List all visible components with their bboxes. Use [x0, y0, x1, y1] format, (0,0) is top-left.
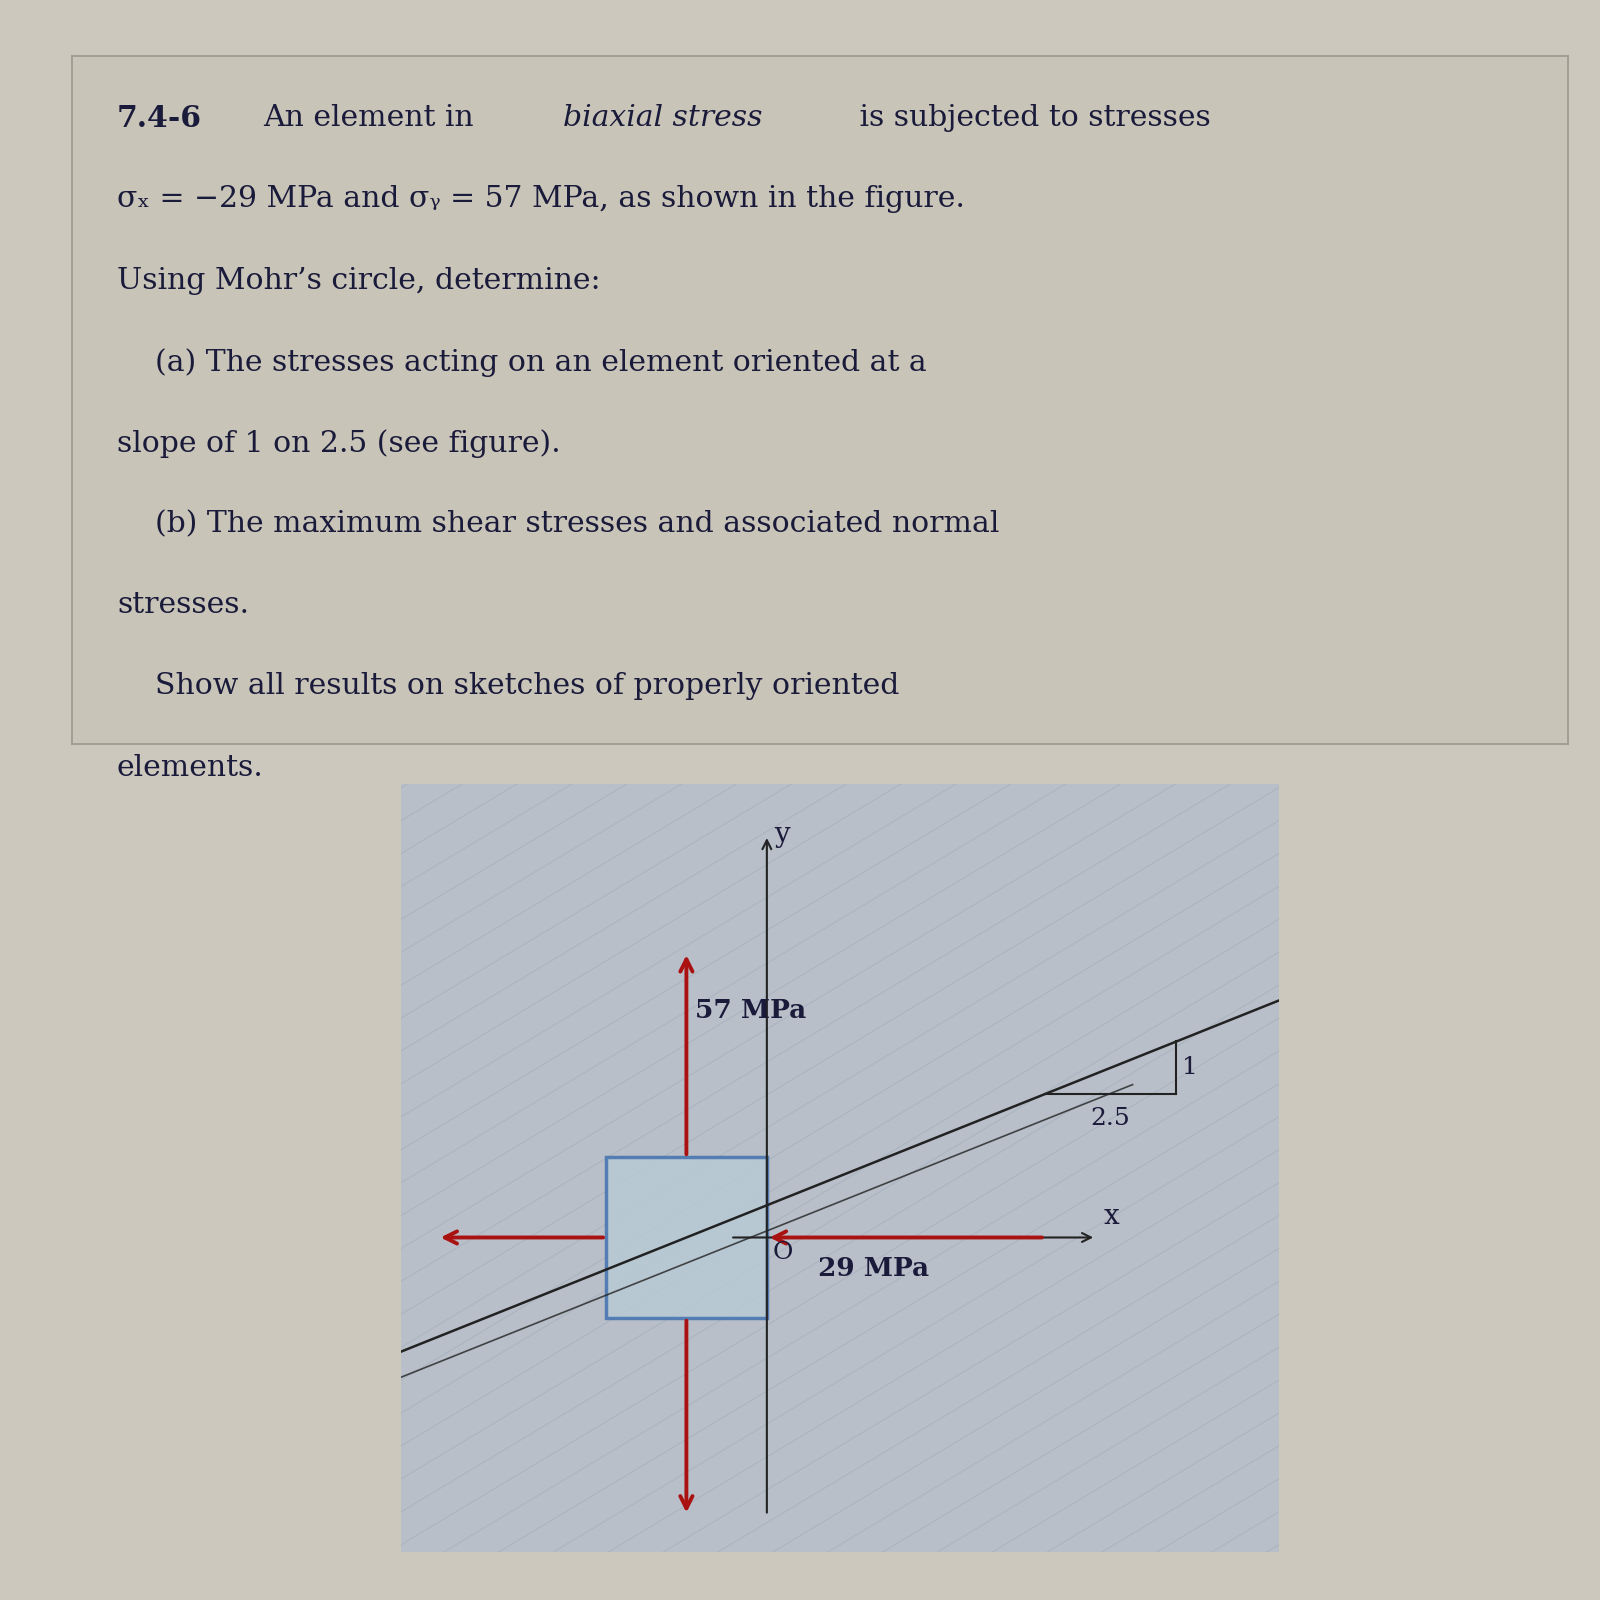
Text: elements.: elements.: [117, 754, 264, 782]
Text: x: x: [1104, 1203, 1118, 1230]
Text: (b) The maximum shear stresses and associated normal: (b) The maximum shear stresses and assoc…: [117, 510, 1000, 538]
Text: slope of 1 on 2.5 (see figure).: slope of 1 on 2.5 (see figure).: [117, 429, 560, 458]
Text: O: O: [773, 1242, 794, 1264]
Text: σₓ = −29 MPa and σᵧ = 57 MPa, as shown in the figure.: σₓ = −29 MPa and σᵧ = 57 MPa, as shown i…: [117, 186, 965, 213]
Text: (a) The stresses acting on an element oriented at a: (a) The stresses acting on an element or…: [117, 347, 926, 376]
Bar: [606, 1157, 766, 1318]
Text: Using Mohr’s circle, determine:: Using Mohr’s circle, determine:: [117, 267, 600, 294]
Text: 1: 1: [1182, 1056, 1198, 1080]
Text: is subjected to stresses: is subjected to stresses: [850, 104, 1211, 133]
Text: biaxial stress: biaxial stress: [563, 104, 762, 133]
Text: An element in: An element in: [264, 104, 483, 133]
Text: 7.4-6: 7.4-6: [117, 104, 202, 133]
Text: 29 MPa: 29 MPa: [818, 1256, 930, 1280]
Text: 2.5: 2.5: [1091, 1107, 1131, 1130]
Text: Show all results on sketches of properly oriented: Show all results on sketches of properly…: [117, 672, 899, 701]
Text: y: y: [774, 821, 790, 848]
Text: 57 MPa: 57 MPa: [694, 998, 806, 1024]
Text: stresses.: stresses.: [117, 592, 250, 619]
